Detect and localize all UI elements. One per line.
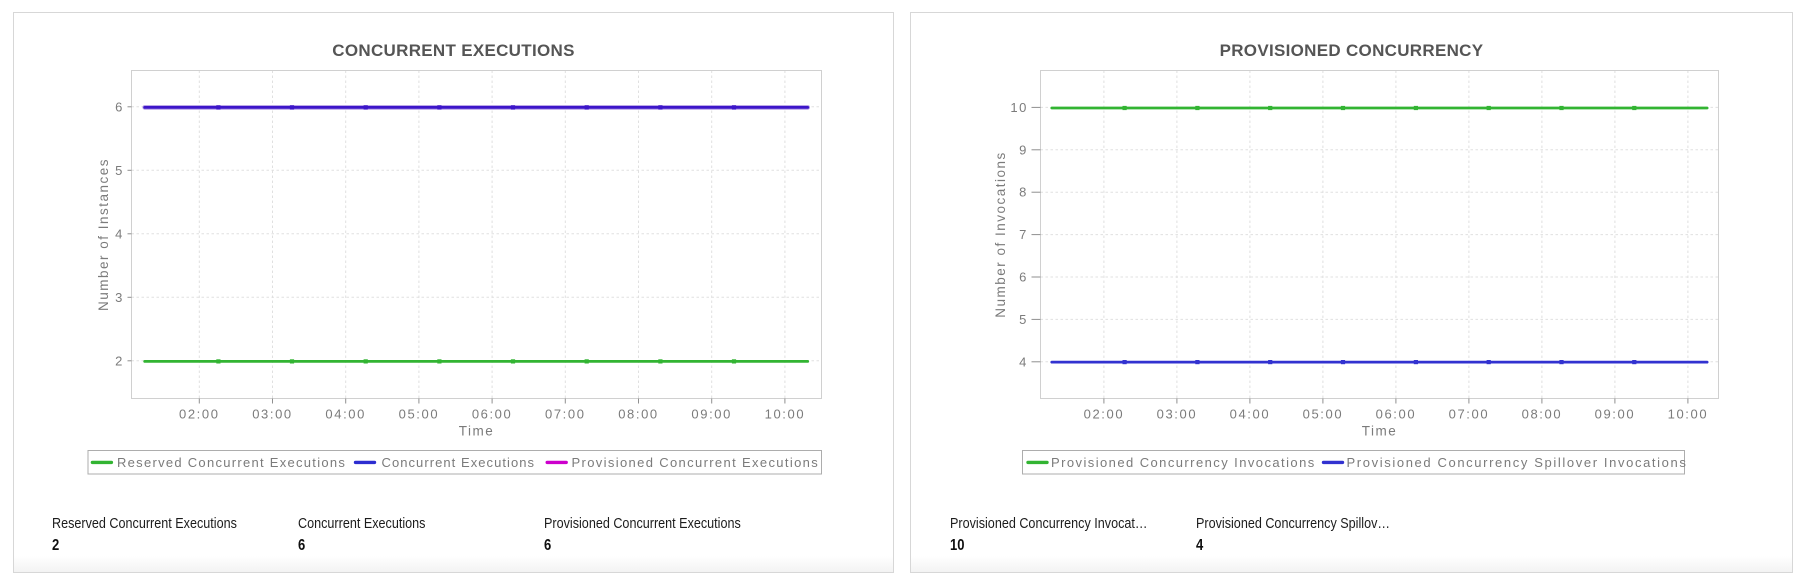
svg-text:03:00: 03:00 [252, 407, 293, 422]
svg-text:10:00: 10:00 [1668, 407, 1709, 422]
svg-text:10:00: 10:00 [765, 407, 806, 422]
svg-text:07:00: 07:00 [1449, 407, 1490, 422]
svg-text:04:00: 04:00 [325, 407, 366, 422]
svg-text:5: 5 [1019, 312, 1028, 327]
svg-text:Time: Time [1362, 424, 1398, 439]
svg-text:08:00: 08:00 [618, 407, 659, 422]
svg-text:Concurrent Executions: Concurrent Executions [382, 455, 536, 470]
svg-text:4: 4 [115, 226, 124, 241]
svg-text:07:00: 07:00 [545, 407, 586, 422]
svg-text:7: 7 [1019, 227, 1028, 242]
svg-text:05:00: 05:00 [1303, 407, 1344, 422]
svg-text:8: 8 [1019, 185, 1028, 200]
svg-text:5: 5 [115, 163, 124, 178]
svg-text:05:00: 05:00 [399, 407, 440, 422]
svg-text:3: 3 [115, 290, 124, 305]
svg-text:9: 9 [1019, 142, 1028, 157]
svg-text:08:00: 08:00 [1522, 407, 1563, 422]
svg-text:6: 6 [1019, 270, 1028, 285]
svg-text:09:00: 09:00 [691, 407, 732, 422]
svg-text:Provisioned Concurrency Spillo: Provisioned Concurrency Spillover Invoca… [1347, 455, 1688, 470]
svg-text:02:00: 02:00 [1084, 407, 1125, 422]
svg-text:Reserved Concurrent Executions: Reserved Concurrent Executions [117, 455, 346, 470]
svg-text:04:00: 04:00 [1230, 407, 1271, 422]
svg-text:Time: Time [459, 424, 495, 439]
svg-text:Number of Invocations: Number of Invocations [993, 151, 1008, 318]
svg-text:2: 2 [115, 353, 124, 368]
svg-text:06:00: 06:00 [472, 407, 513, 422]
svg-text:Provisioned Concurrent Executi: Provisioned Concurrent Executions [572, 455, 820, 470]
svg-text:02:00: 02:00 [179, 407, 220, 422]
svg-text:6: 6 [115, 99, 124, 114]
svg-text:Provisioned Concurrency Invoca: Provisioned Concurrency Invocations [1051, 455, 1316, 470]
svg-text:4: 4 [1019, 354, 1028, 369]
svg-text:09:00: 09:00 [1595, 407, 1636, 422]
svg-text:Number of Instances: Number of Instances [96, 158, 111, 311]
svg-text:10: 10 [1010, 100, 1028, 115]
svg-text:03:00: 03:00 [1157, 407, 1198, 422]
svg-text:06:00: 06:00 [1376, 407, 1417, 422]
